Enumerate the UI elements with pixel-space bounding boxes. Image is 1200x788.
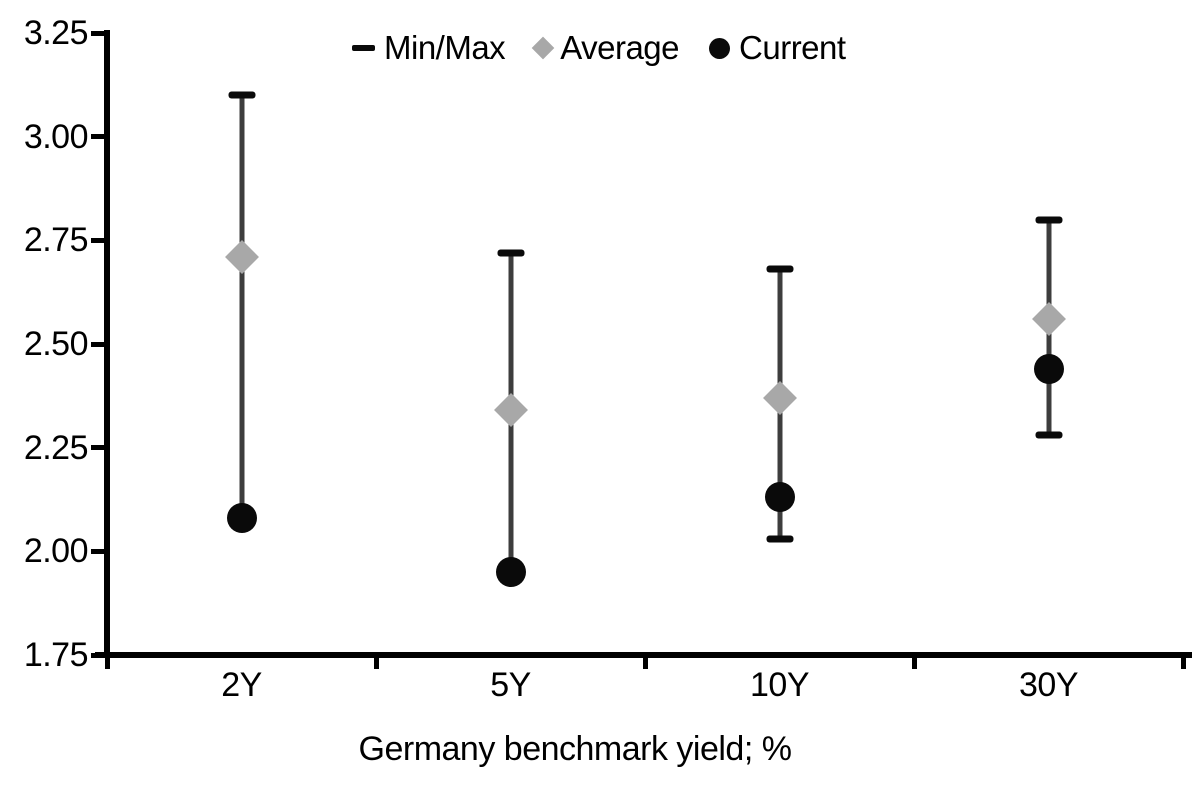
y-axis-line bbox=[104, 30, 110, 658]
chart-legend: Min/Max Average Current bbox=[352, 28, 846, 68]
current-circle-icon bbox=[709, 37, 731, 59]
min-cap-marker bbox=[766, 535, 793, 543]
minmax-dash-icon bbox=[352, 45, 375, 51]
y-axis-tick bbox=[91, 237, 105, 243]
y-axis-tick bbox=[91, 548, 105, 554]
y-axis-tick bbox=[91, 652, 105, 658]
y-axis-tick bbox=[91, 341, 105, 347]
y-tick-label: 2.75 bbox=[23, 221, 89, 260]
y-tick-label: 3.00 bbox=[23, 117, 89, 156]
average-diamond-icon bbox=[531, 36, 555, 60]
average-marker bbox=[762, 380, 797, 415]
current-marker bbox=[764, 482, 795, 513]
legend-label-current: Current bbox=[739, 29, 846, 66]
legend-item-average: Average bbox=[531, 29, 680, 66]
x-tick-label: 10Y bbox=[750, 666, 810, 704]
x-tick-label: 30Y bbox=[1019, 666, 1079, 704]
x-axis-tick bbox=[911, 655, 917, 669]
x-tick-label: 2Y bbox=[221, 666, 262, 704]
y-tick-label: 2.50 bbox=[23, 325, 89, 363]
max-cap-marker bbox=[228, 91, 255, 99]
current-marker bbox=[1033, 353, 1064, 384]
legend-label-average: Average bbox=[560, 29, 680, 66]
max-cap-marker bbox=[766, 265, 793, 273]
min-cap-marker bbox=[1035, 431, 1062, 439]
x-axis-tick bbox=[373, 655, 379, 669]
x-axis-tick bbox=[642, 655, 648, 669]
current-marker bbox=[495, 557, 526, 588]
x-axis-tick bbox=[1180, 655, 1186, 669]
max-cap-marker bbox=[497, 249, 524, 257]
current-marker bbox=[226, 503, 257, 534]
minmax-range-line bbox=[239, 95, 244, 519]
y-axis-tick bbox=[91, 30, 105, 36]
max-cap-marker bbox=[1035, 216, 1062, 224]
x-axis-title: Germany benchmark yield; % bbox=[358, 730, 792, 768]
y-axis-tick bbox=[91, 445, 105, 451]
x-axis-tick bbox=[104, 655, 110, 669]
y-tick-label: 1.75 bbox=[23, 636, 89, 674]
legend-label-minmax: Min/Max bbox=[384, 29, 506, 66]
legend-item-current: Current bbox=[709, 30, 846, 66]
y-tick-label: 3.25 bbox=[23, 14, 89, 52]
average-marker bbox=[224, 239, 259, 274]
average-marker bbox=[493, 393, 528, 428]
y-tick-label: 2.25 bbox=[23, 428, 89, 467]
legend-item-minmax: Min/Max bbox=[352, 29, 506, 66]
y-axis-tick bbox=[91, 134, 105, 140]
average-marker bbox=[1031, 302, 1066, 337]
x-tick-label: 5Y bbox=[490, 666, 531, 704]
y-tick-label: 2.00 bbox=[23, 532, 89, 571]
